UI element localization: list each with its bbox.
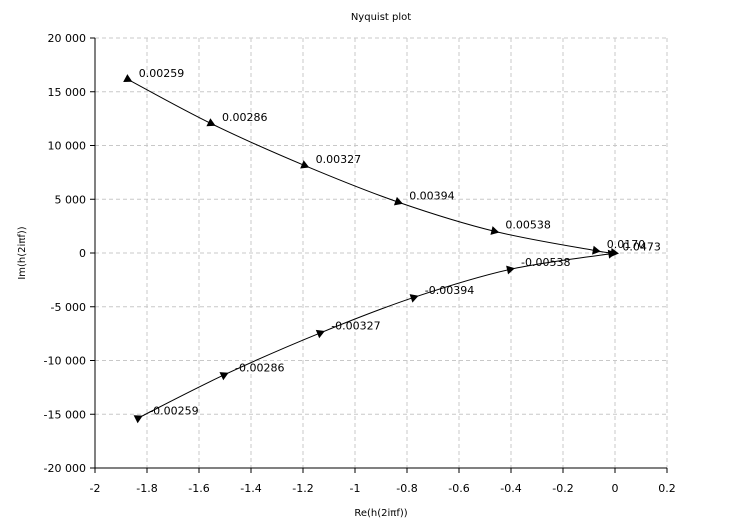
x-tick-label: -1.4: [240, 482, 261, 495]
frequency-label: 0.0473: [622, 241, 661, 254]
x-tick-label: -0.4: [500, 482, 521, 495]
frequency-label: 0.00286: [222, 111, 268, 124]
arrow-marker: [219, 372, 229, 381]
x-tick-label: -1: [350, 482, 361, 495]
y-tick-label: -15 000: [44, 408, 86, 421]
x-tick-label: -1.2: [292, 482, 313, 495]
chart-title: Nyquist plot: [351, 12, 411, 23]
arrow-marker: [393, 196, 403, 206]
x-tick-label: -0.2: [552, 482, 573, 495]
arrow-markers: [123, 74, 619, 424]
y-tick-label: 0: [79, 247, 86, 260]
arrow-marker: [123, 74, 133, 83]
y-axis-label: Im(h(2iπf)): [17, 226, 28, 279]
arrow-marker: [206, 118, 216, 127]
grid: [94, 37, 668, 469]
frequency-label: -0.00286: [235, 361, 284, 374]
arrow-marker: [506, 265, 515, 275]
frequency-label: 0.0170: [607, 238, 646, 251]
arrow-marker: [315, 329, 325, 339]
frequency-label: -0.00327: [331, 320, 380, 333]
y-tick-label: 5 000: [55, 193, 87, 206]
y-tick-label: -5 000: [51, 301, 86, 314]
x-tick-label: -1.8: [136, 482, 157, 495]
frequency-label: 0.00327: [316, 153, 362, 166]
x-tick-label: -0.8: [396, 482, 417, 495]
series-curves: [128, 79, 616, 418]
y-tick-label: -20 000: [44, 462, 86, 475]
axes: -2 -1.8 -1.6 -1.4 -1.2 -1 -0.8 -0.6 -0.4 -0.2 0 0.2…: [44, 32, 676, 495]
y-tick-label: 20 000: [48, 32, 87, 45]
arrow-marker: [592, 245, 601, 255]
nyquist-curve-2: [138, 253, 613, 418]
x-tick-label: 0: [612, 482, 619, 495]
y-tick-label: 15 000: [48, 86, 87, 99]
frequency-label: -0.00538: [521, 256, 570, 269]
frequency-label: 0.00538: [505, 219, 551, 232]
frequency-label: -0.00394: [425, 284, 474, 297]
y-tick-label: -10 000: [44, 355, 86, 368]
arrow-marker: [490, 226, 500, 235]
arrow-marker: [607, 249, 617, 259]
x-tick-label: -2: [90, 482, 101, 495]
arrow-marker: [409, 294, 419, 303]
x-tick-label: 0.2: [658, 482, 676, 495]
arrow-marker: [133, 415, 143, 424]
frequency-label: 0.00259: [139, 67, 185, 80]
y-tick-label: 10 000: [48, 140, 87, 153]
x-axis-label: Re(h(2iπf)): [354, 508, 407, 519]
arrow-marker: [300, 160, 310, 169]
x-tick-label: -0.6: [448, 482, 469, 495]
x-tick-label: -1.6: [188, 482, 209, 495]
frequency-labels: 0.00259 0.00286 0.00327 0.00394 0.00538 0.017…: [139, 67, 661, 418]
frequency-label: -0.00259: [149, 404, 198, 417]
frequency-label: 0.00394: [409, 189, 455, 202]
